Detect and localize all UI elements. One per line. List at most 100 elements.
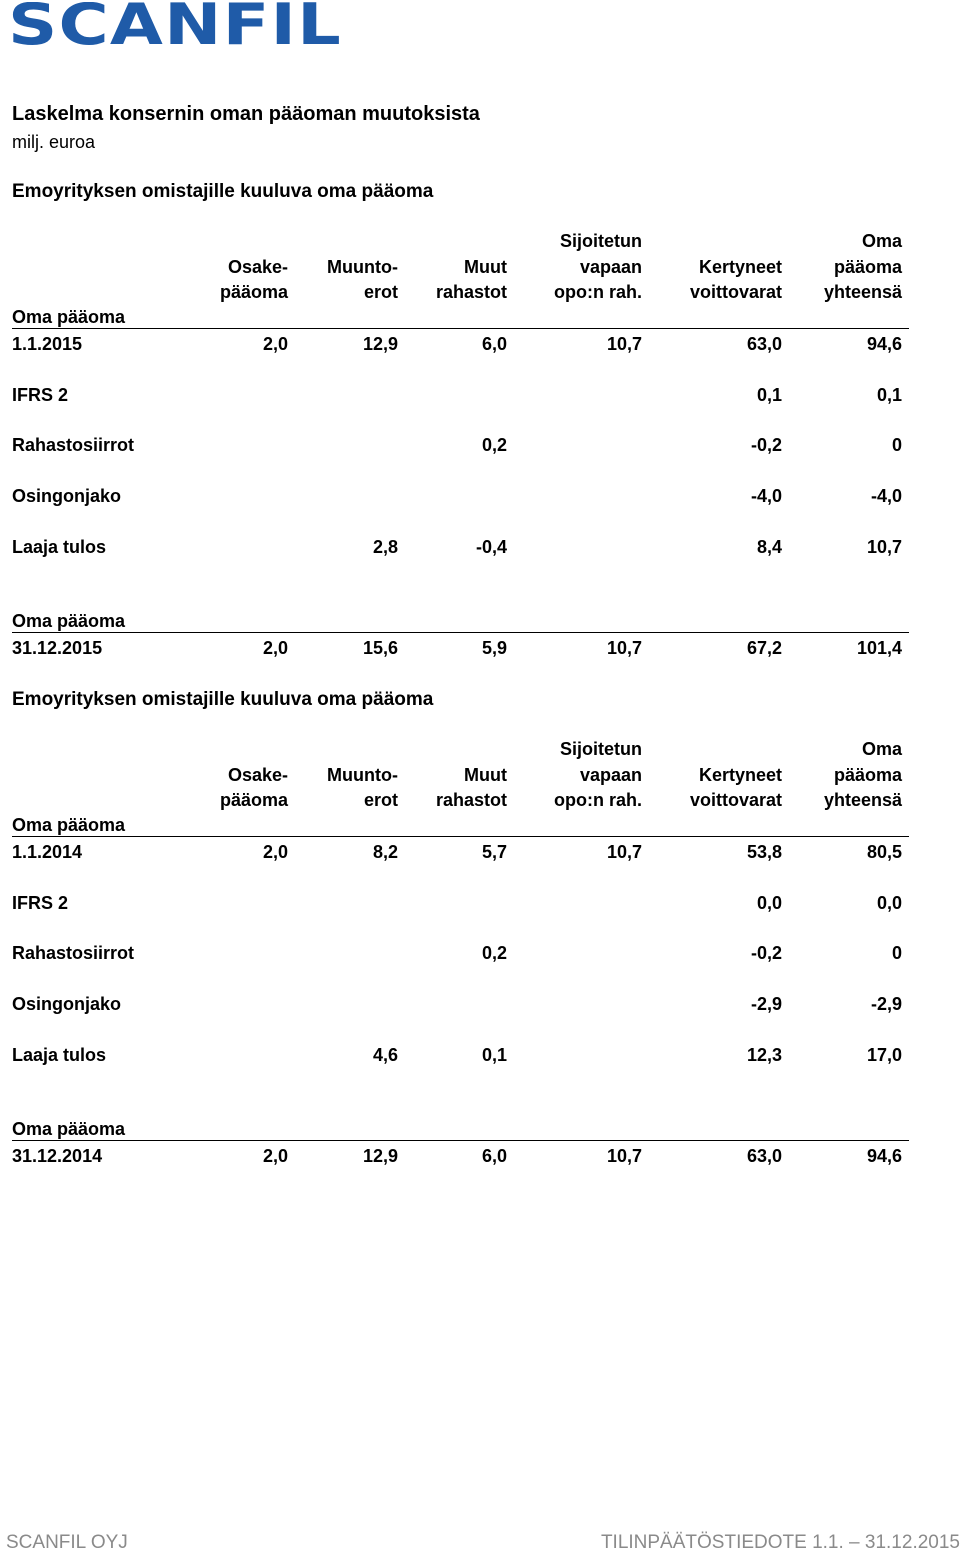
opening-label: Oma pääoma	[12, 815, 126, 835]
table-cell: -0,2	[750, 435, 782, 456]
closing-value: 10,7	[606, 1146, 642, 1166]
table-cell: -2,9	[750, 994, 782, 1015]
column-header-line: opo:n rah.	[554, 790, 642, 810]
column-header-line: pääoma	[833, 256, 902, 277]
scanfil-logo: SCANFIL	[8, 2, 342, 46]
column-header-line: pääoma	[219, 790, 288, 810]
column-header-line: yhteensä	[823, 790, 902, 810]
column-header-line: Kertyneet	[698, 256, 782, 277]
closing-value: 5,9	[481, 638, 507, 658]
closing-rule	[12, 632, 909, 633]
opening-value: 12,9	[362, 334, 398, 354]
closing-value: 101,4	[856, 638, 902, 658]
column-header-line: Oma	[861, 739, 902, 759]
column-header-line: Muunto-	[327, 256, 398, 277]
closing-value: 15,6	[362, 638, 398, 658]
closing-value: 12,9	[362, 1146, 398, 1166]
column-header-line: Sijoitetun	[560, 231, 642, 251]
table-cell: 0,1	[756, 384, 782, 405]
column-header-line: Kertyneet	[698, 764, 782, 785]
column-header-line: yhteensä	[823, 282, 902, 302]
table-row-label: Laaja tulos	[12, 1044, 107, 1065]
closing-value: 2,0	[262, 1146, 288, 1166]
footer-company: SCANFIL OYJ	[6, 1532, 128, 1553]
closing-value: 6,0	[481, 1146, 507, 1166]
opening-value: 10,7	[606, 334, 642, 354]
svg-text:SCANFIL: SCANFIL	[8, 2, 342, 46]
header-rule	[12, 328, 909, 329]
closing-date: 31.12.2015	[12, 638, 103, 658]
section-title: Emoyrityksen omistajille kuuluva oma pää…	[12, 689, 434, 710]
table-row-label: IFRS 2	[12, 384, 69, 405]
column-header-line: vapaan	[579, 764, 642, 785]
table-cell: 17,0	[866, 1044, 902, 1065]
column-header-line: Sijoitetun	[560, 739, 642, 759]
opening-value: 10,7	[606, 842, 642, 862]
table-cell: -4,0	[750, 486, 782, 507]
table-cell: 0,0	[876, 892, 902, 913]
column-header-line: opo:n rah.	[554, 282, 642, 302]
column-header-line: Muut	[464, 256, 507, 277]
table-cell: 2,8	[372, 536, 398, 557]
opening-value: 2,0	[262, 334, 288, 354]
column-header-line: Osake-	[227, 764, 288, 785]
table-cell: 0,0	[756, 892, 782, 913]
table-cell: -0,2	[750, 943, 782, 964]
header-rule	[12, 836, 909, 837]
closing-value: 94,6	[866, 1146, 902, 1166]
opening-value: 63,0	[746, 334, 782, 354]
column-header-line: erot	[363, 790, 398, 810]
footer-document: TILINPÄÄTÖSTIEDOTE 1.1. – 31.12.2015	[600, 1532, 960, 1553]
column-header-line: vapaan	[579, 256, 642, 277]
column-header-line: rahastot	[435, 282, 507, 302]
closing-value: 2,0	[262, 638, 288, 658]
unit-label: milj. euroa	[12, 132, 96, 152]
closing-value: 10,7	[606, 638, 642, 658]
table-row-label: Osingonjako	[12, 486, 122, 507]
table-row-label: Rahastosiirrot	[12, 943, 135, 964]
table-cell: -4,0	[870, 486, 902, 507]
opening-label: Oma pääoma	[12, 307, 126, 327]
table-row-label: Rahastosiirrot	[12, 435, 135, 456]
closing-label: Oma pääoma	[12, 1119, 126, 1139]
table-cell: 0,2	[481, 435, 507, 456]
closing-rule	[12, 1140, 909, 1141]
report-title: Laskelma konsernin oman pääoman muutoksi…	[12, 103, 480, 125]
column-header-line: pääoma	[219, 282, 288, 302]
opening-value: 8,2	[372, 842, 398, 862]
column-header-line: erot	[363, 282, 398, 302]
table-cell: 0	[891, 435, 902, 456]
table-cell: 0,2	[481, 943, 507, 964]
table-cell: 0,1	[876, 384, 902, 405]
table-cell: 8,4	[756, 536, 782, 557]
column-header-line: rahastot	[435, 790, 507, 810]
opening-value: 80,5	[866, 842, 902, 862]
column-header-line: Muunto-	[327, 764, 398, 785]
column-header-line: voittovarat	[689, 790, 782, 810]
column-header-line: pääoma	[833, 764, 902, 785]
opening-date: 1.1.2015	[12, 334, 83, 354]
table-cell: 4,6	[372, 1044, 398, 1065]
table-cell: 10,7	[866, 536, 902, 557]
table-cell: -0,4	[475, 536, 507, 557]
table-cell: -2,9	[870, 994, 902, 1015]
opening-value: 53,8	[746, 842, 782, 862]
opening-date: 1.1.2014	[12, 842, 83, 862]
column-header-line: voittovarat	[689, 282, 782, 302]
opening-value: 5,7	[481, 842, 507, 862]
table-cell: 0	[891, 943, 902, 964]
closing-date: 31.12.2014	[12, 1146, 103, 1166]
column-header-line: Oma	[861, 231, 902, 251]
table-row-label: Osingonjako	[12, 994, 122, 1015]
closing-label: Oma pääoma	[12, 611, 126, 631]
table-cell: 12,3	[746, 1044, 782, 1065]
opening-value: 94,6	[866, 334, 902, 354]
section-title: Emoyrityksen omistajille kuuluva oma pää…	[12, 181, 434, 202]
column-header-line: Muut	[464, 764, 507, 785]
closing-value: 67,2	[746, 638, 782, 658]
opening-value: 6,0	[481, 334, 507, 354]
opening-value: 2,0	[262, 842, 288, 862]
table-cell: 0,1	[481, 1044, 507, 1065]
column-header-line: Osake-	[227, 256, 288, 277]
table-row-label: Laaja tulos	[12, 536, 107, 557]
